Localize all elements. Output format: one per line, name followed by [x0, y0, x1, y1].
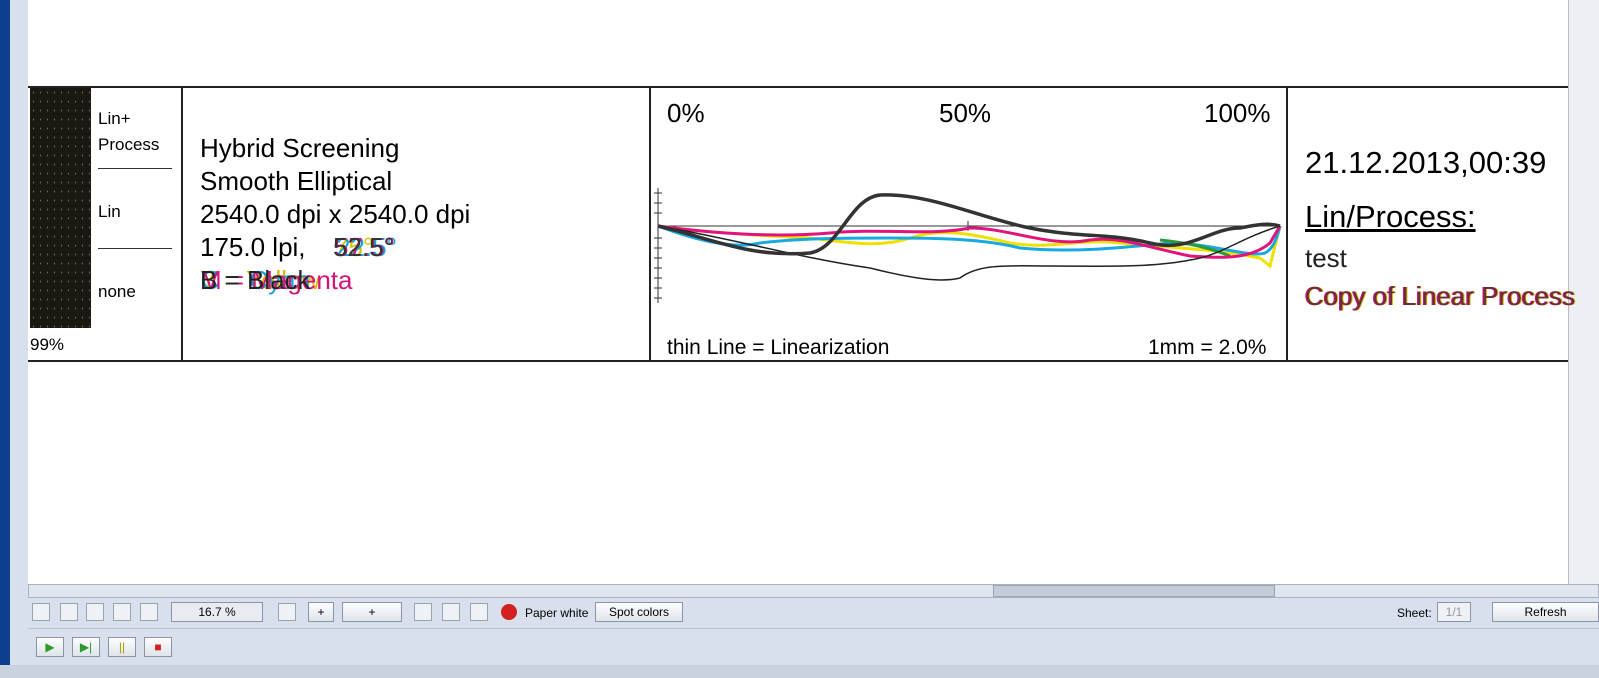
tool[interactable]	[414, 603, 432, 621]
stop-icon[interactable]	[501, 604, 517, 620]
refresh[interactable]: Refresh	[1492, 602, 1599, 622]
h-scrollbar[interactable]	[28, 584, 1599, 598]
angle: 57.5°	[334, 232, 396, 262]
swatch-label: Lin+	[98, 109, 131, 128]
curves	[654, 188, 1282, 303]
step[interactable]: ▶|	[72, 637, 100, 657]
separation: M = Magenta	[200, 265, 353, 295]
curve-label: 0%	[667, 98, 705, 128]
play[interactable]: ▶	[36, 637, 64, 657]
angle: 52.5°	[333, 232, 395, 262]
separation: Y = Yellow	[200, 265, 321, 295]
paper-white[interactable]: Paper white	[525, 606, 589, 620]
zoom[interactable]: 16.7 %	[171, 602, 263, 622]
process: Copy of Linear Process	[1304, 281, 1575, 311]
add-menu[interactable]: +	[342, 602, 402, 622]
separation: B = Black	[200, 265, 311, 295]
pause[interactable]: ||	[108, 637, 136, 657]
divider	[98, 248, 172, 249]
process: Copy of Linear Process	[1306, 281, 1577, 311]
screen-line: Hybrid Screening	[200, 133, 400, 163]
screen-line: Smooth Elliptical	[200, 166, 393, 196]
sheet-label: Sheet:	[1397, 606, 1432, 620]
tool[interactable]	[470, 603, 488, 621]
scroll-thumb[interactable]	[993, 585, 1275, 597]
swatch	[30, 88, 91, 328]
tool[interactable]	[32, 603, 50, 621]
toolbar: 16.7 % + + Paper white Spot colors Sheet…	[28, 598, 1599, 628]
tool[interactable]	[140, 603, 158, 621]
stop[interactable]: ■	[144, 637, 172, 657]
swatch-label: none	[98, 282, 136, 301]
job-name: test	[1305, 243, 1347, 273]
swatch-label: Process	[98, 135, 160, 154]
cell-border	[1286, 88, 1288, 362]
left-strip	[10, 0, 28, 678]
player-bar: ▶ ▶| || ■	[28, 628, 1599, 665]
curve-label: 50%	[939, 98, 992, 128]
spot-colors[interactable]: Spot colors	[595, 602, 683, 622]
table-row: Lin+ Process Lin none 99% Hybrid Screeni…	[28, 86, 1576, 362]
separation: C = Cyan	[201, 265, 311, 295]
tool[interactable]	[442, 603, 460, 621]
coverage: 99%	[30, 335, 65, 354]
curve-scale: 1mm = 2.0%	[1148, 336, 1267, 359]
date: 21.12.2013,00:39	[1305, 145, 1547, 180]
cell-border	[181, 88, 183, 362]
bottom-edge	[0, 665, 1599, 678]
tool[interactable]	[60, 603, 78, 621]
tool[interactable]	[278, 603, 296, 621]
sheet[interactable]: 1/1	[1437, 602, 1471, 622]
heading: Lin/Process:	[1305, 199, 1476, 234]
curve-label: 100%	[1204, 98, 1271, 128]
divider	[98, 168, 172, 169]
right-strip	[1568, 0, 1599, 584]
add[interactable]: +	[308, 602, 334, 622]
screen-line: 2540.0 dpi x 2540.0 dpi	[200, 199, 471, 229]
tool[interactable]	[86, 603, 104, 621]
process: Copy of Linear Process	[1305, 281, 1576, 311]
angle: 75°	[334, 232, 374, 262]
left-frame	[0, 0, 10, 678]
angle: 22.5°	[336, 232, 398, 262]
tool[interactable]	[113, 603, 131, 621]
swatch-label: Lin	[98, 202, 121, 221]
screen-line: 175.0 lpi,	[200, 232, 306, 262]
curve-legend: thin Line = Linearization	[667, 336, 890, 359]
cell-border	[649, 88, 651, 362]
